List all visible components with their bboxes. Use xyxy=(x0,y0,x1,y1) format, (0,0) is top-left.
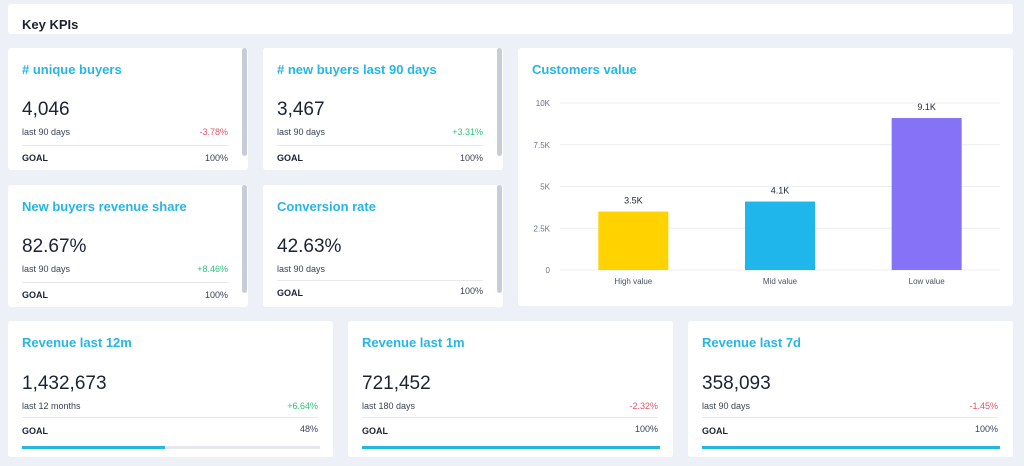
goal-label: GOAL xyxy=(702,426,728,436)
chart-card-customers-value: Customers value 0 2.5K 5K 7.5K 10K 3.5K High v… xyxy=(518,48,1013,306)
goal-value: 100% xyxy=(204,153,228,163)
kpi-card-conversion-rate: Conversion rate 42.63% last 90 days GOAL… xyxy=(263,185,503,307)
kpi-delta: +3.31% xyxy=(452,127,483,137)
kpi-value: 721,452 xyxy=(362,373,431,394)
goal-progress-bar xyxy=(22,446,320,449)
kpi-card-new-buyers-90: # new buyers last 90 days 3,467 last 90 … xyxy=(263,48,503,170)
divider xyxy=(277,145,483,146)
kpi-title: Revenue last 1m xyxy=(362,335,465,350)
kpi-period: last 90 days xyxy=(22,264,71,274)
goal-value: 100% xyxy=(459,286,483,296)
kpi-title: # unique buyers xyxy=(22,62,122,77)
kpi-period: last 90 days xyxy=(702,401,751,411)
kpi-period: last 180 days xyxy=(362,401,416,411)
kpi-value: 358,093 xyxy=(702,373,771,394)
goal-progress-bar xyxy=(362,446,660,449)
kpi-card-new-buyers-revenue-share: New buyers revenue share 82.67% last 90 … xyxy=(8,185,248,307)
kpi-value: 82.67% xyxy=(22,236,87,257)
y-tick-label: 7.5K xyxy=(534,141,551,150)
chart-title: Customers value xyxy=(532,62,637,77)
goal-label: GOAL xyxy=(22,290,48,300)
divider xyxy=(702,417,998,418)
kpi-delta: +6.64% xyxy=(287,401,318,411)
y-tick-label: 0 xyxy=(546,266,551,275)
goal-value: 100% xyxy=(459,153,483,163)
x-tick-label: High value xyxy=(614,277,652,286)
customers-value-chart: 0 2.5K 5K 7.5K 10K 3.5K High value 4.1K Mid valu… xyxy=(534,99,1000,286)
kpi-value: 3,467 xyxy=(277,99,325,120)
goal-label: GOAL xyxy=(22,426,48,436)
goal-label: GOAL xyxy=(277,288,303,298)
divider xyxy=(22,282,228,283)
divider xyxy=(22,145,228,146)
y-tick-label: 5K xyxy=(540,183,550,192)
goal-value: 100% xyxy=(974,424,998,434)
kpi-period: last 90 days xyxy=(22,127,71,137)
divider xyxy=(22,417,318,418)
goal-label: GOAL xyxy=(22,153,48,163)
kpi-title: # new buyers last 90 days xyxy=(277,62,437,77)
section-header: Key KPIs xyxy=(8,4,1013,34)
data-label: 3.5K xyxy=(624,196,643,206)
scrollbar[interactable] xyxy=(497,185,502,293)
kpi-card-revenue-12m: Revenue last 12m 1,432,673 last 12 month… xyxy=(8,321,333,457)
kpi-delta: +8.46% xyxy=(197,264,228,274)
scrollbar[interactable] xyxy=(242,48,247,156)
section-title: Key KPIs xyxy=(22,17,79,32)
kpi-title: Conversion rate xyxy=(277,199,376,214)
kpi-card-unique-buyers: # unique buyers 4,046 last 90 days -3.78… xyxy=(8,48,248,170)
kpi-period: last 12 months xyxy=(22,401,81,411)
scrollbar[interactable] xyxy=(242,185,247,293)
data-label: 9.1K xyxy=(917,102,936,112)
data-label: 4.1K xyxy=(771,186,790,196)
divider xyxy=(362,417,658,418)
kpi-card-revenue-1m: Revenue last 1m 721,452 last 180 days -2… xyxy=(348,321,673,457)
bar xyxy=(745,201,815,270)
kpi-card-revenue-7d: Revenue last 7d 358,093 last 90 days -1.… xyxy=(688,321,1013,457)
goal-progress-fill xyxy=(22,446,166,449)
kpi-delta: -1.45% xyxy=(969,401,998,411)
goal-progress-fill xyxy=(362,446,660,449)
goal-progress-bar xyxy=(702,446,1000,449)
kpi-delta: -2.32% xyxy=(629,401,658,411)
goal-value: 100% xyxy=(634,424,658,434)
goal-label: GOAL xyxy=(277,153,303,163)
kpi-title: Revenue last 12m xyxy=(22,335,132,350)
x-tick-label: Mid value xyxy=(763,277,798,286)
kpi-delta: -3.78% xyxy=(199,127,228,137)
kpi-period: last 90 days xyxy=(277,264,326,274)
y-tick-label: 2.5K xyxy=(534,224,551,233)
goal-value: 100% xyxy=(204,290,228,300)
y-tick-label: 10K xyxy=(536,99,551,108)
x-tick-label: Low value xyxy=(909,277,946,286)
goal-progress-fill xyxy=(702,446,1000,449)
scrollbar[interactable] xyxy=(497,48,502,156)
goal-label: GOAL xyxy=(362,426,388,436)
kpi-value: 1,432,673 xyxy=(22,373,107,394)
bar xyxy=(598,211,669,270)
kpi-title: New buyers revenue share xyxy=(22,199,187,214)
kpi-value: 42.63% xyxy=(277,236,342,257)
bar xyxy=(891,118,962,270)
kpi-period: last 90 days xyxy=(277,127,326,137)
divider xyxy=(277,280,483,281)
goal-value: 48% xyxy=(299,424,318,434)
kpi-title: Revenue last 7d xyxy=(702,335,801,350)
kpi-value: 4,046 xyxy=(22,99,70,120)
